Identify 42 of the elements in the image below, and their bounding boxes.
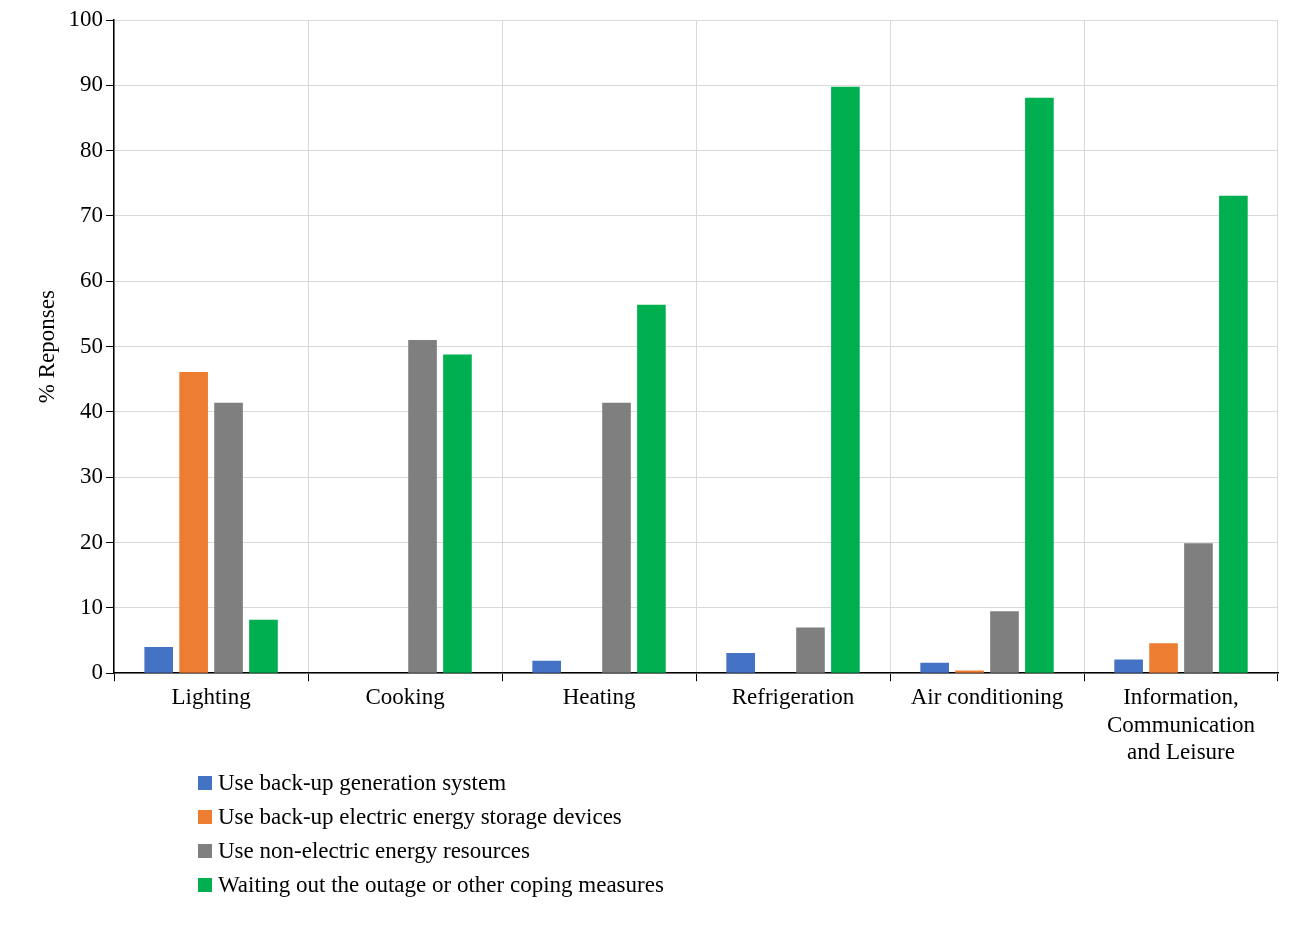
legend-label: Use non-electric energy resources bbox=[218, 838, 530, 864]
bar bbox=[831, 86, 860, 673]
y-tick-label: 50 bbox=[80, 332, 104, 358]
bar bbox=[214, 402, 243, 673]
legend-label: Use back-up electric energy storage devices bbox=[218, 804, 622, 830]
y-tick-label: 40 bbox=[80, 397, 104, 423]
bar bbox=[443, 354, 472, 673]
bar bbox=[726, 652, 755, 673]
bar bbox=[408, 340, 437, 673]
x-tick-label: Refrigeration bbox=[731, 684, 855, 710]
y-tick-label: 70 bbox=[80, 202, 104, 228]
bar bbox=[920, 662, 949, 673]
y-axis-title: % Reponses bbox=[33, 290, 59, 404]
bar bbox=[249, 619, 278, 673]
y-tick-label: 0 bbox=[91, 659, 104, 685]
legend-label: Use back-up generation system bbox=[218, 770, 507, 796]
x-tick-label: Cooking bbox=[365, 684, 446, 710]
bar bbox=[532, 660, 561, 673]
bar bbox=[796, 627, 825, 673]
bar bbox=[1025, 97, 1054, 673]
x-tick-label: Information, Communication and Leisure bbox=[1106, 684, 1256, 765]
x-tick-label: Heating bbox=[562, 684, 636, 710]
bar bbox=[1184, 543, 1213, 673]
y-tick-label: 60 bbox=[80, 267, 104, 293]
bar bbox=[637, 304, 666, 673]
y-tick-label: 100 bbox=[68, 6, 104, 32]
y-tick-label: 20 bbox=[80, 528, 104, 554]
y-tick-label: 80 bbox=[80, 136, 104, 162]
y-tick-label: 30 bbox=[80, 463, 104, 489]
x-tick-label: Air conditioning bbox=[910, 684, 1064, 710]
bar bbox=[1114, 659, 1143, 673]
y-tick-label: 10 bbox=[80, 593, 104, 619]
bar bbox=[955, 670, 984, 673]
y-tick-label: 90 bbox=[80, 71, 104, 97]
bar bbox=[990, 611, 1019, 673]
legend-label: Waiting out the outage or other coping measures bbox=[218, 872, 664, 898]
bar bbox=[1219, 195, 1248, 673]
bar bbox=[144, 647, 174, 673]
x-tick-label: Lighting bbox=[171, 684, 252, 710]
bar bbox=[602, 402, 631, 673]
bar bbox=[1149, 643, 1178, 673]
bar bbox=[179, 372, 208, 673]
